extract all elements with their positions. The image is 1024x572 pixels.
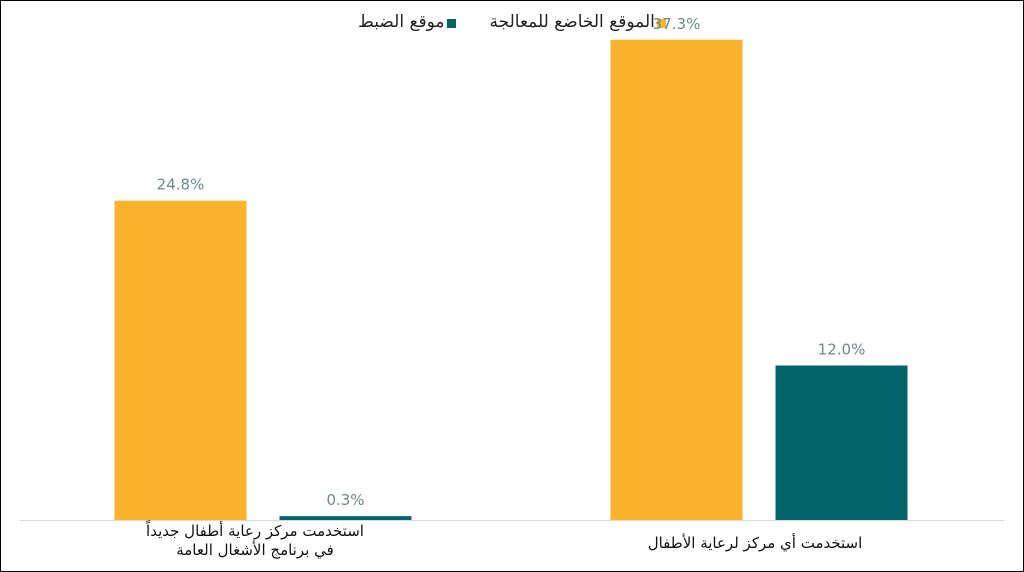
category-label-new-center-line1: استخدمت مركز رعاية أطفال جديداً [146, 522, 364, 540]
data-label-series1-cat2: 37.3% [653, 15, 701, 33]
category-label-new-center-line2: في برنامج الأشغال العامة [176, 541, 334, 559]
category-label-any-center: استخدمت أي مركز لرعاية الأطفال [580, 534, 930, 553]
category-label-new-center: استخدمت مركز رعاية أطفال جديداً في برنام… [80, 522, 430, 560]
data-label-series1-cat1: 24.8% [157, 176, 205, 194]
legend-swatch-treatment [656, 19, 666, 28]
legend-label-treatment: الموقع الخاضع للمعالجة [489, 12, 655, 32]
bar-series1-cat2 [610, 39, 743, 520]
legend-item-treatment: الموقع الخاضع للمعالجة [490, 12, 666, 32]
legend-item-control: موقع الضبط [358, 12, 456, 32]
bar-series1-cat1 [114, 200, 247, 520]
bar-series2-cat1 [279, 516, 412, 520]
data-label-series2-cat2: 12.0% [818, 341, 866, 359]
legend-label-control: موقع الضبط [358, 12, 445, 32]
bar-series2-cat2 [775, 365, 908, 520]
legend-swatch-control [446, 19, 456, 28]
category-label-any-center-line1: استخدمت أي مركز لرعاية الأطفال [647, 534, 863, 552]
data-label-series2-cat1: 0.3% [326, 491, 364, 509]
chart-legend: الموقع الخاضع للمعالجة موقع الضبط [0, 12, 1024, 32]
